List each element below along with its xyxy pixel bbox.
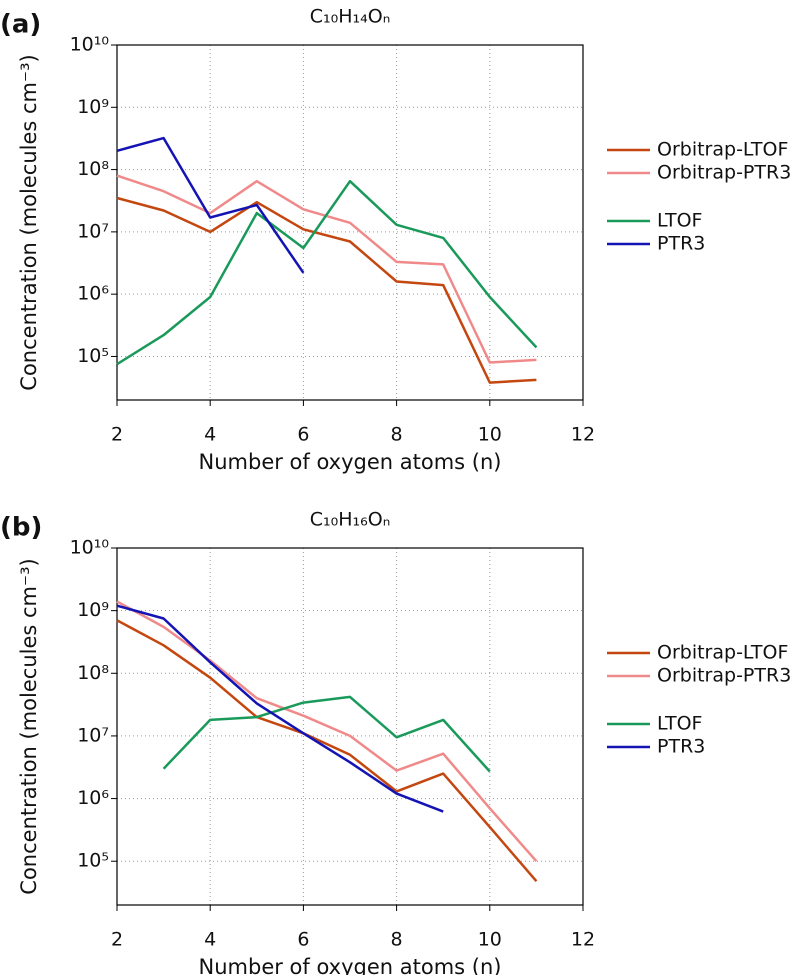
y-axis-title: Concentration (molecules cm⁻³) — [17, 54, 41, 390]
y-tick-label: 10⁵ — [77, 850, 109, 872]
legend-label: Orbitrap-LTOF — [657, 139, 788, 161]
legend-label: LTOF — [657, 713, 702, 735]
y-tick-label: 10⁶ — [77, 283, 109, 305]
series-line — [116, 604, 444, 813]
x-tick-label: 2 — [111, 424, 123, 446]
legend-label: LTOF — [657, 210, 702, 232]
x-tick-label: 4 — [204, 929, 216, 951]
y-tick-label: 10¹⁰ — [70, 537, 109, 559]
legend-label: PTR3 — [657, 233, 705, 255]
y-tick-label: 10⁷ — [77, 724, 109, 746]
panel-label: (b) — [0, 513, 42, 543]
legend-label: Orbitrap-PTR3 — [657, 665, 791, 687]
x-tick-label: 8 — [391, 424, 403, 446]
x-tick-label: 10 — [478, 424, 502, 446]
chart-title: C₁₀H₁₆Oₙ — [310, 509, 391, 531]
panel-label: (a) — [0, 10, 41, 40]
x-tick-label: 12 — [571, 929, 595, 951]
series-line — [116, 174, 537, 364]
x-tick-label: 8 — [391, 929, 403, 951]
series-line — [116, 196, 537, 384]
x-tick-label: 2 — [111, 929, 123, 951]
series-line — [116, 136, 305, 274]
legend-label: Orbitrap-PTR3 — [657, 162, 791, 184]
y-tick-label: 10⁹ — [77, 599, 109, 621]
x-tick-label: 4 — [204, 424, 216, 446]
y-tick-label: 10⁸ — [77, 158, 109, 180]
y-axis-title: Concentration (molecules cm⁻³) — [17, 558, 41, 894]
chart-title: C₁₀H₁₄Oₙ — [310, 6, 391, 28]
x-tick-label: 6 — [297, 424, 309, 446]
series-line — [116, 619, 538, 883]
plot-frame — [116, 44, 584, 401]
legend-label: PTR3 — [657, 736, 705, 758]
y-tick-label: 10⁶ — [77, 787, 109, 809]
legend-label: Orbitrap-LTOF — [657, 642, 788, 664]
x-tick-label: 12 — [571, 424, 595, 446]
x-tick-label: 6 — [297, 929, 309, 951]
series-line — [116, 600, 538, 863]
y-tick-label: 10⁷ — [77, 220, 109, 242]
y-tick-label: 10¹⁰ — [70, 34, 109, 56]
series-line — [116, 179, 538, 366]
x-tick-label: 10 — [478, 929, 502, 951]
y-tick-label: 10⁹ — [77, 96, 109, 118]
y-tick-label: 10⁵ — [77, 345, 109, 367]
y-tick-label: 10⁸ — [77, 662, 109, 684]
x-axis-title: Number of oxygen atoms (n) — [199, 955, 502, 975]
series-line — [162, 695, 491, 773]
x-axis-title: Number of oxygen atoms (n) — [199, 450, 502, 474]
plot-frame — [116, 547, 584, 906]
